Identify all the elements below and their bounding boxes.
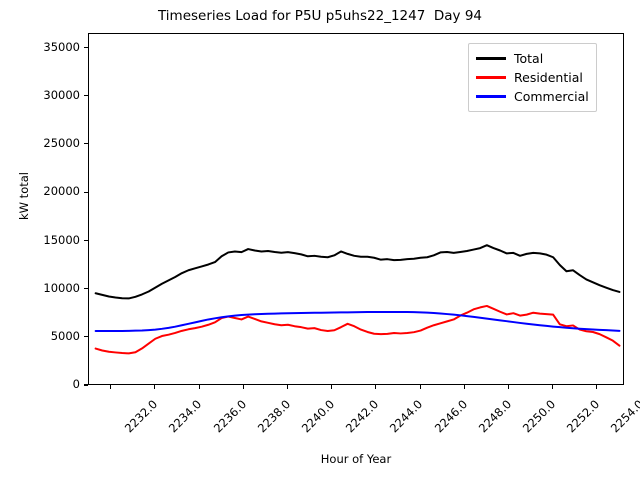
legend-label: Total [514, 51, 544, 66]
x-axis-tick-label: 2250.0 [519, 397, 559, 436]
y-axis-tick-label: 30000 [43, 87, 80, 102]
x-axis-tick-mark [154, 385, 156, 389]
y-axis-tick-label: 20000 [43, 184, 80, 199]
series-line-total [94, 244, 621, 300]
y-axis-tick-mark [84, 46, 88, 48]
legend-item: Residential [476, 68, 589, 87]
x-axis-tick-mark [596, 385, 598, 389]
x-axis-tick-mark [198, 385, 200, 389]
x-axis-tick-label: 2252.0 [563, 397, 603, 436]
x-axis-tick-label: 2240.0 [298, 397, 338, 436]
x-axis-ticks: 2232.0 2234.0 2236.0 2238.0 2240.0 2242.0 2244… [88, 385, 640, 480]
y-axis-tick-mark [84, 384, 88, 386]
x-axis-tick-label: 2232.0 [121, 397, 161, 436]
x-axis-tick-mark [419, 385, 421, 389]
x-axis-tick-mark [552, 385, 554, 389]
legend-swatch [476, 57, 506, 60]
x-axis-tick-label: 2236.0 [210, 397, 249, 436]
x-axis-tick-label: 2254.0 [608, 397, 640, 436]
y-axis-ticks: 0 5000 10000 15000 20000 25000 30000 35000 [0, 33, 88, 390]
x-axis-tick-label: 2234.0 [166, 397, 205, 436]
series-line-commercial [94, 310, 621, 333]
x-axis-tick-label: 2246.0 [431, 397, 470, 436]
legend-swatch [476, 95, 506, 98]
chart-legend: Total Residential Commercial [468, 43, 597, 112]
x-axis-tick-label: 2248.0 [475, 397, 514, 436]
chart-title: Timeseries Load for P5U p5uhs22_1247 Day… [157, 8, 483, 24]
x-axis-tick-mark [286, 385, 289, 389]
y-axis-tick-mark [84, 288, 88, 290]
x-axis-tick-mark [242, 385, 244, 389]
legend-label: Commercial [514, 89, 589, 104]
plot-area [88, 33, 624, 385]
series-line-residential [94, 304, 621, 355]
y-axis-tick-mark [84, 95, 88, 97]
legend-item: Total [476, 49, 589, 68]
y-axis-tick-mark [84, 191, 88, 193]
x-axis-tick-mark [110, 385, 112, 389]
legend-label: Residential [514, 70, 583, 85]
y-axis-tick-label: 35000 [43, 39, 80, 54]
x-axis-label: Hour of Year [320, 452, 392, 466]
legend-swatch [476, 76, 506, 79]
x-axis-tick-mark [463, 385, 465, 389]
y-axis-tick-label: 0 [72, 377, 80, 392]
y-axis-tick-label: 10000 [43, 280, 80, 295]
y-axis-tick-label: 15000 [43, 232, 80, 247]
y-axis-tick-mark [84, 336, 88, 338]
x-axis-tick-mark [331, 385, 333, 389]
x-axis-tick-mark [375, 385, 377, 389]
y-axis-tick-label: 5000 [50, 329, 80, 344]
y-axis-tick-label: 25000 [43, 136, 80, 151]
x-axis-tick-label: 2238.0 [254, 397, 293, 436]
legend-item: Commercial [476, 87, 589, 106]
x-axis-tick-label: 2244.0 [387, 397, 426, 436]
x-axis-tick-label: 2242.0 [342, 397, 382, 436]
y-axis-tick-mark [84, 239, 88, 241]
x-axis-tick-mark [507, 385, 510, 389]
plot-lines [94, 244, 621, 355]
y-axis-tick-mark [84, 143, 88, 145]
